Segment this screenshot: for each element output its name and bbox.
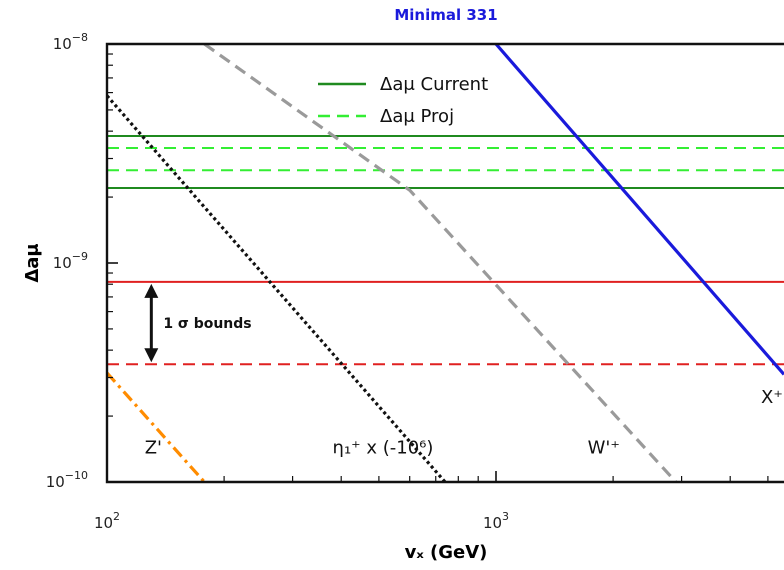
axes-layer xyxy=(105,42,784,484)
text-layer: 1 σ bounds Δaμ Current Δaμ Proj Z' η₁⁺ x (-1… xyxy=(22,6,784,563)
x-tick-base-0: 10 xyxy=(94,514,113,532)
bounds-arrow-head-bottom xyxy=(144,348,159,363)
x-tick-exp-1: 3 xyxy=(502,510,509,523)
y-tick-exp-1: −9 xyxy=(72,250,88,263)
x-tick-exp-0: 2 xyxy=(113,510,120,523)
bounds-label: 1 σ bounds xyxy=(163,316,251,332)
x-tick-label-0: 102 xyxy=(94,510,120,532)
curve-label-0: Z' xyxy=(145,437,162,458)
y-tick-base-2: 10 xyxy=(53,35,72,53)
series-line-3 xyxy=(494,44,784,376)
bounds-arrow-head-top xyxy=(144,283,159,298)
legend-label-0: Δaμ Current xyxy=(380,74,488,95)
y-tick-base-0: 10 xyxy=(46,473,65,491)
x-axis-label: vₓ (GeV) xyxy=(405,542,488,563)
y-tick-base-1: 10 xyxy=(53,254,72,272)
series-line-0 xyxy=(107,371,206,482)
y-tick-label-0: 10−10 xyxy=(46,469,88,491)
y-tick-exp-2: −8 xyxy=(72,31,88,44)
y-tick-label-1: 10−9 xyxy=(53,250,88,272)
curve-label-2: W'⁺ xyxy=(588,437,620,458)
x-tick-label-1: 103 xyxy=(483,510,509,532)
series-layer xyxy=(107,44,784,482)
y-axis-label: Δaμ xyxy=(22,243,43,282)
x-tick-base-1: 10 xyxy=(483,514,502,532)
series-line-2 xyxy=(203,44,678,482)
plot-area xyxy=(107,44,784,482)
curve-label-1: η₁⁺ x (-10⁶) xyxy=(333,437,434,458)
chart-title: Minimal 331 xyxy=(394,6,497,24)
curve-label-3: X⁺⁺ xyxy=(761,387,784,408)
legend-label-1: Δaμ Proj xyxy=(380,106,454,127)
y-tick-exp-0: −10 xyxy=(65,469,88,482)
series-line-1 xyxy=(107,94,447,482)
y-tick-label-2: 10−8 xyxy=(53,31,88,53)
